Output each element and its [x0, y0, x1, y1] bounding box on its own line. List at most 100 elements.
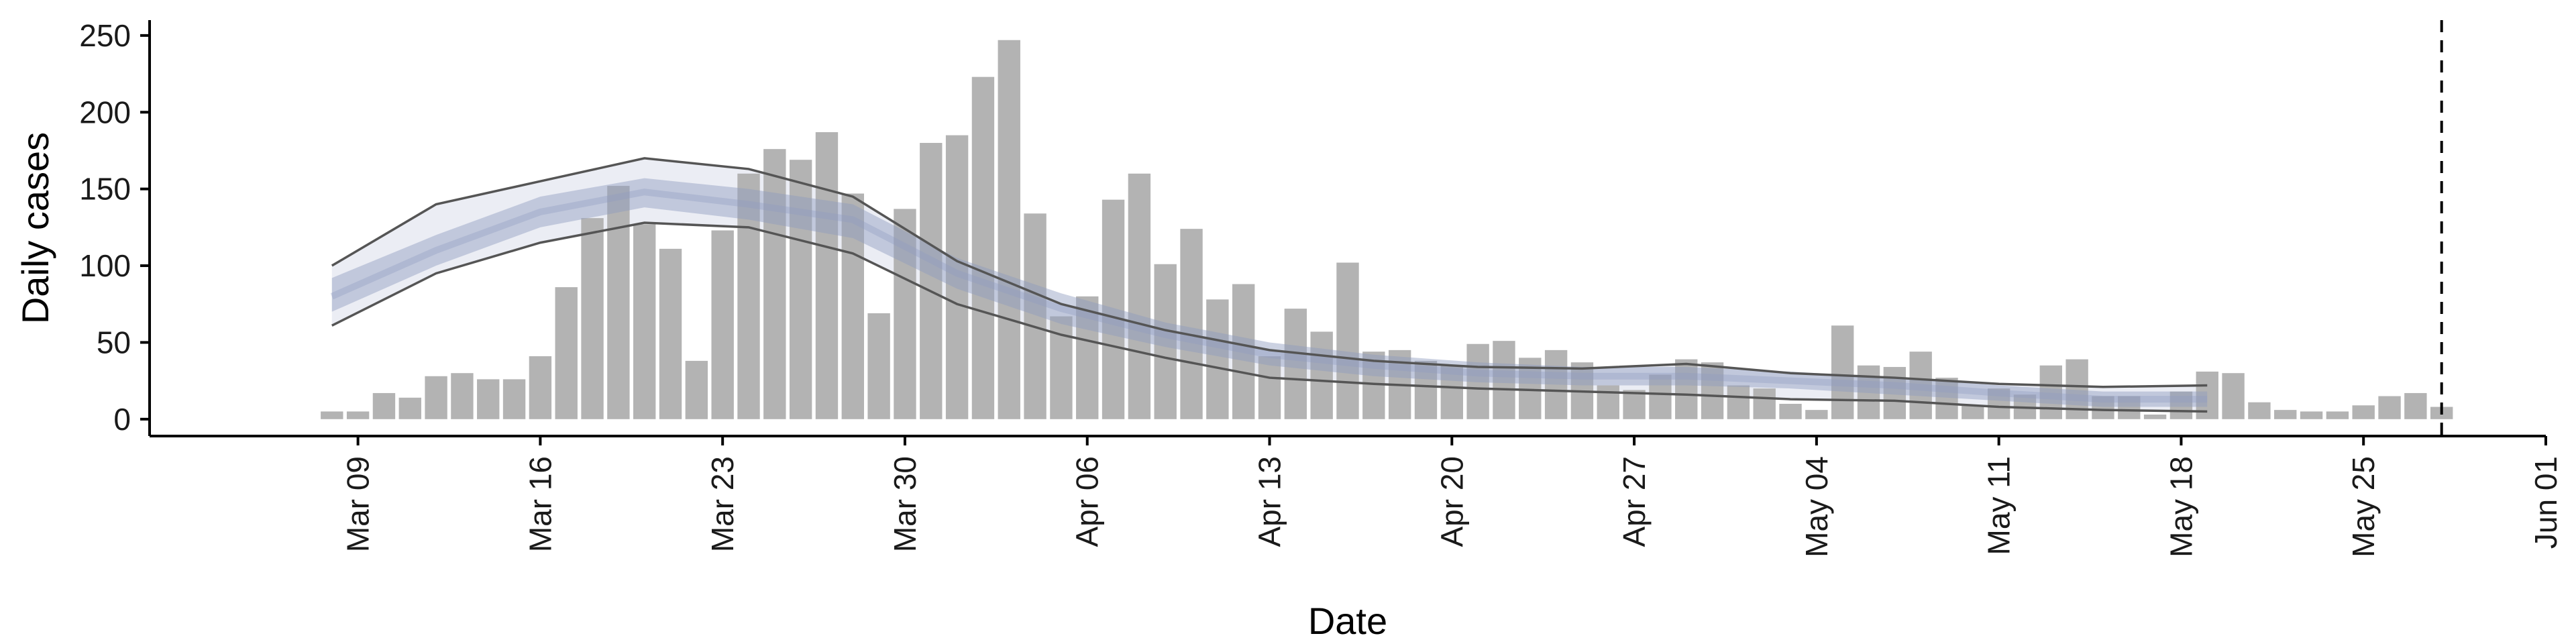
- bar-68: [2092, 396, 2114, 419]
- bar-25: [971, 76, 995, 419]
- median-line: [330, 189, 2208, 403]
- bar-4: [425, 376, 447, 419]
- y-axis-ticks: 0 50 100 150 200 250: [79, 18, 150, 437]
- bar-64: [1987, 388, 2010, 419]
- bar-45: [1493, 341, 1515, 419]
- bar-33: [1180, 229, 1203, 419]
- bar-13: [659, 248, 682, 419]
- bar-49: [1597, 385, 1619, 419]
- x-tick-label-2: Mar 23: [705, 456, 740, 552]
- y-axis-title: Daily cases: [14, 132, 56, 324]
- bar-62: [1935, 378, 1958, 419]
- bar-58: [1831, 325, 1854, 419]
- bar-7: [502, 379, 526, 419]
- bar-8: [529, 356, 552, 419]
- bar-50: [1623, 390, 1646, 419]
- bar-11: [607, 186, 630, 419]
- x-tick-label-8: May 04: [1799, 456, 1834, 557]
- bar-18: [789, 160, 812, 419]
- bar-42: [1414, 360, 1438, 419]
- x-tick-label-11: May 25: [2346, 456, 2381, 557]
- bar-17: [763, 149, 786, 419]
- bar-53: [1701, 362, 1724, 419]
- y-tick-label-5: 250: [79, 18, 131, 53]
- bar-69: [2118, 396, 2141, 419]
- bar-24: [945, 135, 969, 419]
- bar-52: [1675, 359, 1698, 419]
- bar-22: [894, 209, 916, 419]
- bar-70: [2143, 414, 2167, 419]
- y-tick-label-2: 100: [79, 248, 131, 283]
- bar-9: [555, 287, 578, 419]
- x-axis-title: Date: [1308, 600, 1387, 642]
- bar-80: [2404, 392, 2427, 419]
- bar-43: [1440, 365, 1463, 419]
- axes: [148, 20, 2546, 437]
- y-tick-label-0: 0: [113, 402, 131, 437]
- bar-66: [2039, 365, 2062, 419]
- bar-51: [1649, 374, 1672, 419]
- bar-0: [321, 411, 343, 419]
- bar-26: [998, 40, 1020, 419]
- y-tick-label-3: 150: [79, 172, 131, 207]
- bar-1: [346, 411, 370, 419]
- bar-38: [1310, 331, 1333, 419]
- bar-76: [2300, 411, 2323, 419]
- bar-15: [711, 230, 734, 419]
- bar-30: [1102, 199, 1125, 419]
- x-tick-label-9: May 11: [1982, 456, 2017, 555]
- y-tick-label-4: 200: [79, 95, 131, 129]
- bar-35: [1232, 284, 1255, 419]
- bar-59: [1857, 365, 1880, 419]
- bar-79: [2378, 396, 2401, 419]
- y-tick-label-1: 50: [97, 325, 131, 360]
- x-tick-label-7: Apr 27: [1617, 456, 1652, 547]
- bar-39: [1336, 262, 1359, 419]
- bar-29: [1076, 296, 1099, 419]
- bar-44: [1466, 343, 1489, 419]
- bar-55: [1753, 388, 1776, 419]
- bar-71: [2169, 391, 2193, 419]
- bar-36: [1258, 356, 1281, 419]
- x-tick-label-12: Jun 01: [2528, 456, 2563, 549]
- bar-5: [451, 373, 474, 419]
- inner-band-area: [331, 178, 2208, 407]
- bar-37: [1284, 309, 1307, 419]
- inner-credible-band: [330, 178, 2208, 407]
- bar-31: [1128, 173, 1151, 419]
- bar-23: [920, 143, 943, 419]
- bar-47: [1544, 350, 1568, 419]
- band-edge-lines: [331, 157, 2208, 413]
- bar-40: [1362, 352, 1385, 419]
- bar-12: [633, 224, 656, 419]
- bar-57: [1805, 410, 1828, 419]
- bar-74: [2248, 402, 2271, 419]
- bar-78: [2352, 405, 2375, 419]
- bar-6: [477, 379, 500, 419]
- bar-54: [1727, 385, 1750, 419]
- bar-27: [1024, 213, 1046, 419]
- x-tick-label-6: Apr 20: [1434, 456, 1469, 547]
- bar-19: [815, 132, 839, 419]
- bar-61: [1909, 352, 1932, 419]
- x-tick-label-10: May 18: [2163, 456, 2198, 557]
- bar-63: [1962, 405, 1984, 419]
- bar-16: [737, 173, 760, 419]
- bar-77: [2326, 411, 2349, 419]
- bar-73: [2222, 373, 2245, 419]
- bar-56: [1779, 403, 1802, 419]
- outer-upper-line: [331, 157, 2208, 388]
- x-axis-ticks: Mar 09 Mar 16 Mar 23 Mar 30 Apr 06 Apr 13 Apr …: [341, 436, 2563, 557]
- x-tick-label-1: Mar 16: [523, 456, 557, 552]
- bar-75: [2274, 410, 2297, 419]
- x-tick-label-3: Mar 30: [888, 456, 922, 552]
- bar-20: [841, 193, 864, 419]
- x-tick-label-5: Apr 13: [1252, 456, 1287, 547]
- outer-lower-line: [331, 221, 2208, 413]
- bar-60: [1883, 367, 1907, 419]
- bar-34: [1206, 299, 1229, 419]
- bar-14: [685, 360, 708, 419]
- bar-2: [372, 392, 396, 419]
- bar-21: [867, 313, 890, 419]
- bar-10: [581, 218, 604, 419]
